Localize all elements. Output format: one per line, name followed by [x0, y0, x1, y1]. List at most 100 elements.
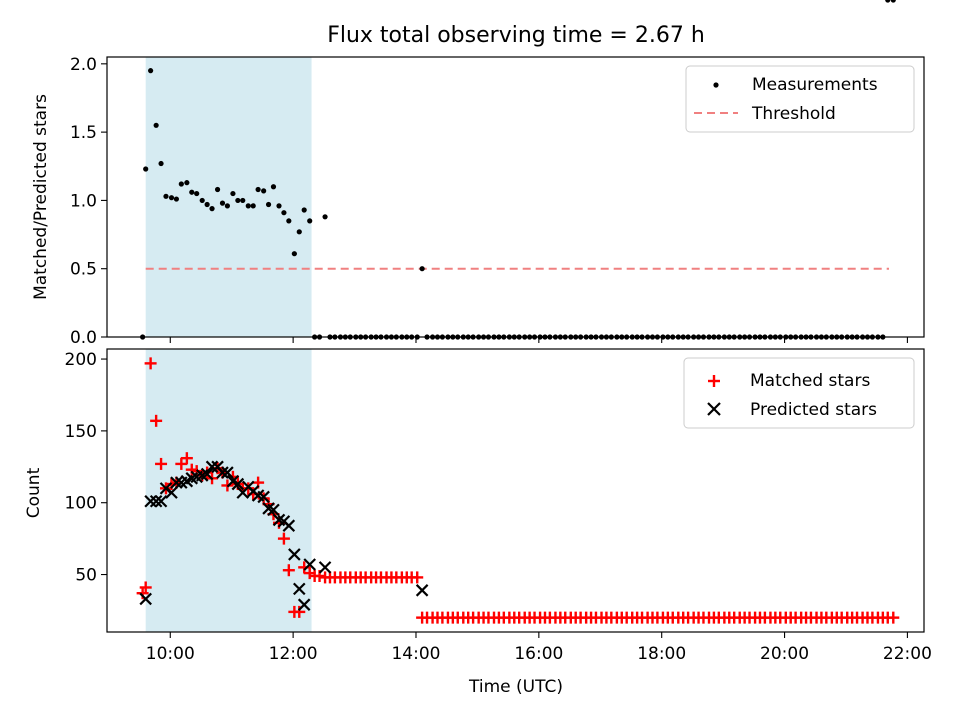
predicted-star-point — [149, 494, 163, 508]
measurement-point — [240, 197, 246, 204]
bottom-x-ticks: 10:00 12:00 14:00 16:00 18:00 20:00 22:00 — [146, 632, 932, 664]
measurement-point — [276, 203, 282, 209]
top-y-tick-label: 1.5 — [70, 123, 97, 143]
measurement-point — [189, 189, 195, 195]
measurement-point — [224, 203, 230, 209]
measurement-point — [291, 251, 297, 257]
measurement-point — [184, 180, 190, 186]
x-axis-label: Time (UTC) — [468, 677, 563, 697]
x-tick-label: 18:00 — [637, 644, 686, 664]
x-tick-label: 20:00 — [760, 644, 809, 664]
top-y-ticks: 0.0 0.5 1.0 1.5 2.0 — [70, 55, 107, 348]
predicted-star-point — [297, 598, 311, 611]
bottom-y-tick-label: 150 — [65, 422, 97, 442]
measurement-point — [301, 207, 307, 213]
predicted-star-point — [200, 467, 214, 481]
bottom-y-tick-label: 50 — [75, 566, 97, 586]
top-legend-box — [685, 65, 915, 133]
measurement-point — [270, 184, 277, 190]
measurement-point — [885, 0, 891, 3]
predicted-star-point — [221, 466, 234, 479]
top-y-tick-label: 0.5 — [70, 260, 97, 280]
measurement-point — [219, 200, 226, 206]
measurement-point — [265, 201, 272, 208]
predicted-star-point — [205, 460, 219, 474]
predicted-star-point — [267, 503, 280, 517]
measurement-point — [204, 201, 210, 208]
top-y-tick-label: 1.0 — [70, 191, 97, 211]
top-legend: Measurements Threshold — [685, 65, 915, 133]
measurement-point — [890, 0, 896, 3]
bottom-panel: 50 100 150 200 10:00 12:00 14:00 16:00 18:00 20:… — [24, 348, 932, 697]
bottom-y-tick-label: 200 — [65, 350, 97, 370]
legend-predicted-marker — [707, 402, 721, 416]
legend-measurements-marker — [713, 82, 719, 88]
x-tick-label: 10:00 — [146, 644, 195, 664]
measurement-point — [194, 190, 200, 197]
matched-star-point — [139, 581, 152, 594]
measurement-point — [230, 190, 236, 197]
bottom-y-axis-label: Count — [24, 467, 44, 518]
measurement-point — [250, 203, 256, 209]
measurement-point — [143, 166, 149, 172]
x-tick-label: 16:00 — [514, 644, 563, 664]
top-y-tick-label: 2.0 — [70, 55, 97, 75]
predicted-stars-points — [139, 460, 429, 611]
measurement-point — [261, 188, 267, 194]
matched-star-point — [411, 571, 424, 584]
bottom-y-tick-label: 100 — [65, 494, 97, 514]
top-x-ticks — [169, 337, 908, 343]
measurement-point — [178, 181, 184, 187]
x-tick-label: 12:00 — [269, 644, 318, 664]
predicted-star-point — [318, 561, 332, 574]
measurement-point — [307, 218, 313, 224]
predicted-star-point — [154, 494, 168, 508]
top-panel: 0.00.51.01.52.0 Matched/Predicted stars … — [31, 0, 925, 348]
predicted-star-point — [139, 592, 152, 606]
predicted-star-point — [257, 490, 270, 504]
x-tick-label: 22:00 — [883, 644, 932, 664]
measurement-point — [214, 186, 221, 193]
bottom-legend: Matched stars Predicted stars — [683, 357, 915, 429]
predicted-star-point — [282, 519, 296, 532]
matched-star-point — [282, 564, 295, 577]
measurement-point — [245, 203, 251, 209]
legend-threshold: Threshold — [751, 104, 836, 124]
matched-star-point — [293, 605, 306, 618]
measurement-point — [199, 197, 205, 204]
legend-matched-stars: Matched stars — [750, 371, 870, 391]
matched-star-point — [150, 414, 163, 427]
predicted-star-point — [144, 494, 157, 508]
top-axes-frame — [106, 56, 925, 338]
predicted-star-point — [165, 486, 178, 499]
matched-star-point — [144, 357, 157, 370]
predicted-star-point — [303, 558, 316, 571]
predicted-star-point — [415, 584, 429, 597]
measurement-point — [286, 218, 292, 224]
bottom-axes-frame — [106, 348, 925, 633]
x-tick-label: 14:00 — [391, 644, 440, 664]
measurement-point — [153, 122, 159, 128]
measurement-point — [209, 206, 215, 212]
predicted-star-point — [216, 466, 229, 479]
measurement-point — [163, 193, 169, 199]
matched-star-point — [180, 452, 193, 465]
measurement-point — [296, 229, 302, 235]
measurement-point — [235, 197, 241, 204]
bottom-y-ticks: 50 100 150 200 — [65, 350, 107, 586]
figure-title: Flux total observing time = 2.67 h — [327, 23, 705, 48]
legend-measurements: Measurements — [752, 75, 878, 95]
top-y-axis-label: Matched/Predicted stars — [31, 94, 51, 300]
measurement-point — [255, 186, 261, 193]
measurement-point — [158, 160, 164, 167]
measurement-point — [281, 210, 287, 216]
legend-matched-marker — [708, 375, 720, 387]
predicted-star-point — [288, 548, 301, 561]
matched-star-point — [155, 457, 168, 470]
measurement-point — [148, 68, 154, 74]
predicted-star-point — [292, 582, 306, 596]
measurement-point — [168, 195, 175, 201]
bottom-legend-box — [683, 357, 915, 429]
measurement-point — [173, 196, 180, 202]
